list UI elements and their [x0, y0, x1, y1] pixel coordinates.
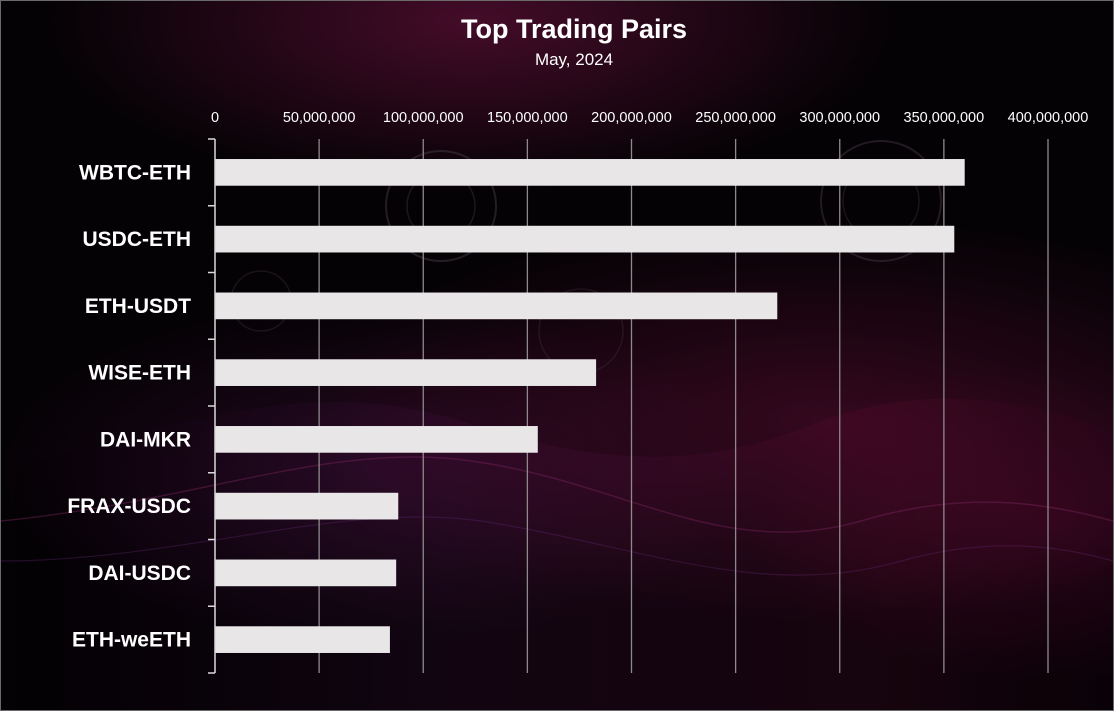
- category-label: DAI-MKR: [100, 428, 191, 451]
- bars: [215, 159, 965, 653]
- x-tick-label: 50,000,000: [283, 110, 356, 126]
- x-tick-label: 300,000,000: [799, 110, 880, 126]
- chart-subtitle: May, 2024: [535, 50, 613, 69]
- category-label: WISE-ETH: [88, 362, 191, 385]
- x-tick-label: 350,000,000: [904, 110, 985, 126]
- x-tick-label: 0: [211, 110, 219, 126]
- bar: [215, 626, 390, 653]
- x-tick-label: 400,000,000: [1008, 110, 1089, 126]
- category-labels: WBTC-ETH USDC-ETH ETH-USDT WISE-ETH DAI-MKR F…: [67, 161, 191, 651]
- bar: [215, 426, 538, 453]
- category-label: DAI-USDC: [88, 562, 191, 585]
- bar: [215, 292, 778, 320]
- category-label: FRAX-USDC: [67, 495, 191, 518]
- bar: [215, 225, 955, 253]
- category-label: USDC-ETH: [83, 228, 192, 251]
- x-tick-label: 200,000,000: [591, 110, 672, 126]
- bar: [215, 559, 397, 587]
- y-axis: [208, 138, 216, 674]
- bar: [215, 492, 399, 520]
- category-label: WBTC-ETH: [79, 161, 191, 184]
- category-label: ETH-weETH: [72, 629, 191, 652]
- chart-title: Top Trading Pairs: [461, 14, 687, 44]
- x-tick-label: 150,000,000: [487, 110, 568, 126]
- category-label: ETH-USDT: [85, 295, 191, 318]
- x-tick-labels: 0 50,000,000 100,000,000 150,000,000 200,000…: [211, 110, 1088, 126]
- bar: [215, 359, 597, 386]
- x-tick-label: 100,000,000: [383, 110, 464, 126]
- bar: [215, 159, 965, 186]
- x-tick-label: 250,000,000: [695, 110, 776, 126]
